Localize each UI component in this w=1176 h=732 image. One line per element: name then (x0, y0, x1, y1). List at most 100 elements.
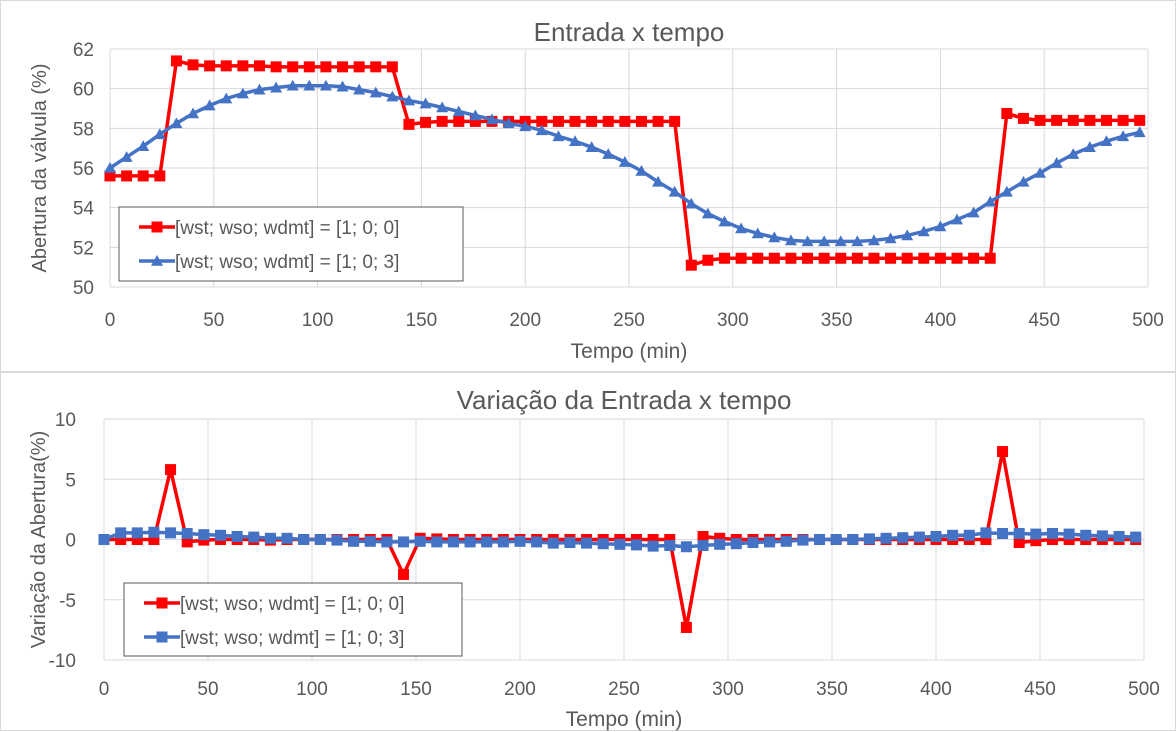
data-point (198, 529, 210, 541)
data-point (187, 59, 199, 71)
data-point (718, 252, 730, 264)
data-point (668, 185, 681, 197)
data-point (1013, 537, 1025, 549)
x-tick-label: 0 (99, 679, 110, 700)
legend-box (118, 206, 464, 282)
x-tick-label: 500 (1132, 310, 1164, 331)
data-point (569, 135, 582, 147)
data-point (381, 536, 393, 548)
data-point (1080, 529, 1092, 541)
data-point (635, 115, 647, 127)
data-point (286, 79, 299, 91)
data-point (980, 534, 992, 545)
data-point (814, 534, 826, 545)
data-point (364, 535, 376, 547)
data-point (968, 252, 980, 264)
data-point (697, 540, 709, 552)
data-point (1083, 141, 1096, 152)
y-tick-label: 56 (73, 159, 94, 180)
data-point (1034, 114, 1046, 126)
data-point (485, 113, 498, 125)
data-point (901, 229, 914, 241)
x-tick-label: 200 (509, 310, 541, 331)
data-point (131, 527, 143, 539)
data-point (1100, 114, 1112, 126)
data-point (1030, 528, 1042, 540)
data-point (170, 55, 182, 67)
data-point (751, 227, 764, 239)
x-tick-label: 300 (717, 310, 749, 331)
y-tick-label: 52 (73, 238, 94, 259)
x-tick-label: 100 (296, 679, 328, 700)
data-point (436, 115, 448, 127)
legend-label: [wst; wso; wdmt] = [1; 0; 3] (180, 628, 404, 649)
data-point (1113, 530, 1125, 542)
data-point (834, 235, 847, 247)
data-point (552, 130, 565, 142)
data-point (747, 537, 759, 549)
data-point (131, 534, 143, 545)
data-point (752, 252, 764, 264)
data-point (104, 170, 116, 182)
data-point (697, 530, 709, 542)
x-tick-label: 400 (920, 679, 952, 700)
data-point (635, 164, 648, 176)
data-point (951, 252, 963, 264)
data-point (264, 532, 276, 544)
data-point (535, 124, 548, 136)
x-tick-label: 300 (712, 679, 744, 700)
data-point (137, 170, 149, 182)
data-point (481, 536, 493, 548)
data-point (547, 537, 559, 549)
data-point (581, 537, 593, 549)
data-point (885, 252, 897, 264)
data-point (536, 115, 548, 127)
data-point (918, 252, 930, 264)
data-point (863, 533, 875, 545)
data-point (614, 538, 626, 550)
data-point (685, 259, 697, 271)
data-point (165, 464, 177, 476)
y-tick-label: 5 (65, 470, 76, 491)
data-point (298, 534, 310, 545)
data-point (331, 534, 343, 546)
data-point (320, 61, 332, 73)
data-point (270, 81, 283, 93)
x-tick-label: 100 (302, 310, 334, 331)
data-point (880, 532, 892, 544)
legend-marker (151, 221, 163, 233)
data-point (685, 197, 698, 209)
data-point (630, 539, 642, 551)
x-tick-label: 500 (1128, 679, 1160, 700)
data-point (531, 536, 543, 548)
data-point (980, 527, 992, 539)
chart-title: Variação da Entrada x tempo (457, 385, 792, 415)
x-tick-label: 0 (105, 310, 116, 331)
data-point (851, 235, 864, 247)
data-point (647, 540, 659, 552)
chart-panel-bottom: 0 50 100 150 200 250 300 350 400 450 500 -10 -5 0 5 10 V… (0, 372, 1176, 731)
legend-marker (151, 255, 163, 266)
data-point (597, 538, 609, 550)
x-tick-label: 150 (400, 679, 432, 700)
y-axis-label: Abertura da válvula (%) (29, 64, 51, 273)
data-point (897, 532, 909, 544)
data-point (469, 115, 481, 127)
data-point (669, 115, 681, 127)
x-tick-label: 50 (197, 679, 218, 700)
data-point (181, 536, 193, 548)
data-point (1013, 527, 1025, 539)
data-point (602, 148, 615, 159)
data-point (464, 536, 476, 548)
y-tick-label: 60 (73, 80, 94, 101)
x-tick-label: 150 (406, 310, 438, 331)
x-tick-label: 250 (608, 679, 640, 700)
data-point (236, 87, 249, 99)
data-point (664, 540, 676, 552)
data-point (701, 207, 714, 219)
data-point (785, 252, 797, 264)
data-point (797, 534, 809, 546)
data-point (414, 535, 426, 547)
data-point (901, 252, 913, 264)
data-point (680, 621, 692, 633)
